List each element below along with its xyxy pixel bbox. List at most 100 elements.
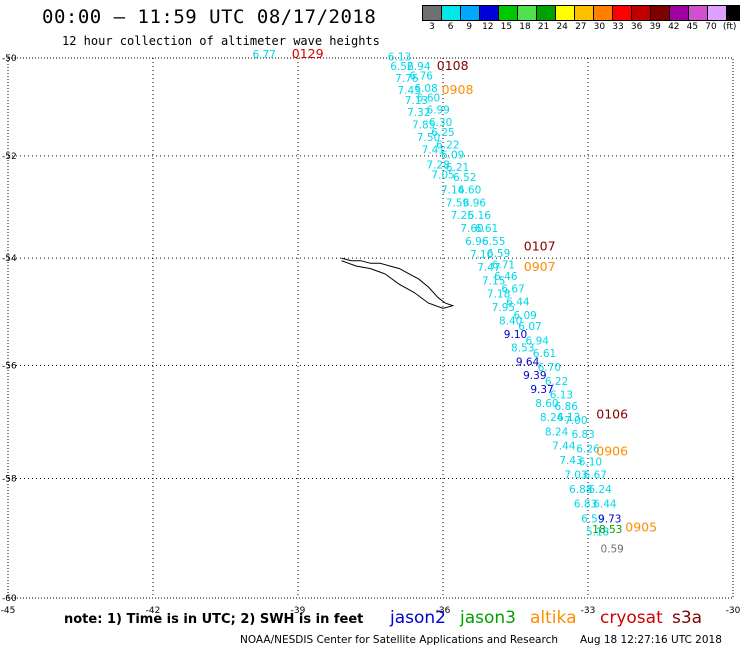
colorbar-swatch	[461, 6, 480, 20]
pass-label: 0905	[625, 519, 657, 534]
colorbar-swatch	[613, 6, 632, 20]
colorbar-swatch	[518, 6, 537, 20]
wave-height-value: 6.77	[252, 49, 275, 61]
lat-lon-grid	[7, 57, 734, 599]
colorbar-label: 6	[447, 22, 454, 32]
colorbar-swatch	[442, 6, 461, 20]
x-tick-label: -36	[436, 606, 451, 616]
colorbar-label: (ft)	[722, 22, 737, 32]
wave-height-value: 6.13	[388, 51, 411, 63]
colorbar-swatch	[670, 6, 689, 20]
wave-height-value: 7.03	[564, 469, 587, 481]
colorbar-swatch	[537, 6, 556, 20]
wave-height-value: 6.94	[526, 336, 550, 348]
wave-height-value: 6.88	[569, 484, 592, 496]
wave-height-value: 5.18	[586, 527, 609, 539]
wave-height-value: 7.50	[417, 132, 440, 144]
wave-height-value: 7.32	[407, 107, 430, 119]
pass-label: 0906	[596, 443, 628, 458]
wave-height-value: 7.44	[552, 441, 576, 453]
wave-height-value: 6.08	[414, 83, 437, 95]
map-frame	[7, 57, 734, 599]
colorbar-swatch	[594, 6, 613, 20]
south-georgia-coastline	[341, 257, 455, 309]
colorbar-label: 18	[519, 22, 531, 32]
colorbar-label: 30	[593, 22, 606, 32]
wave-height-value: 9.37	[530, 384, 553, 396]
wave-height-value: 6.30	[429, 117, 452, 129]
wave-height-value: 6.70	[538, 362, 561, 374]
island-outline	[341, 257, 455, 309]
pass-labels: 0129 0108 0908 0107 0907 0106 0906 0905	[292, 46, 657, 534]
wave-height-value: 6.24	[588, 484, 612, 496]
wave-height-value: 6.09	[441, 149, 464, 161]
colorbar-swatch	[727, 6, 740, 20]
wave-height-value: 6.59	[581, 513, 604, 525]
wave-height-value: 6.44	[593, 499, 617, 511]
colorbar-label: 3	[429, 22, 435, 32]
wave-height-value: 7.10	[470, 249, 493, 261]
wave-height-value: 9.39	[523, 370, 546, 382]
wave-height-value: 6.07	[518, 321, 541, 333]
wave-height-value: 6.99	[426, 105, 449, 117]
wave-height-value: 6.59	[487, 248, 510, 260]
satellite-legend-cryosat: cryosat	[600, 608, 663, 628]
pass-label: 0108	[437, 58, 469, 73]
wave-height-value: 6.55	[482, 236, 505, 248]
map-subtitle: 12 hour collection of altimeter wave hei…	[62, 34, 380, 48]
wave-height-value: 6.94	[407, 61, 431, 73]
wave-height-value: 6.21	[446, 162, 469, 174]
colorbar-swatch	[632, 6, 651, 20]
wave-height-colorbar	[422, 5, 740, 21]
wave-height-value: 8.60	[535, 398, 558, 410]
y-tick-label: -52	[2, 152, 17, 162]
wave-height-value: 7.43	[559, 455, 582, 467]
colorbar-label: 21	[537, 22, 550, 32]
wave-height-value: 6.13	[557, 412, 580, 424]
colorbar-swatch	[556, 6, 575, 20]
colorbar-swatch	[689, 6, 708, 20]
wave-height-value: 8.24	[540, 412, 564, 424]
satellite-legend-jason2: jason2	[390, 608, 446, 628]
wave-height-value: 6.96	[465, 236, 489, 248]
wave-height-value: 7.28	[426, 159, 449, 171]
colorbar-label: 42	[668, 22, 680, 32]
y-tick-label: -54	[2, 254, 17, 264]
wave-height-value: 8.40	[499, 316, 522, 328]
wave-height-value: 6.46	[494, 271, 518, 283]
colorbar-label: 12	[482, 22, 494, 32]
wave-height-value: 6.83	[574, 499, 597, 511]
wave-height-value: 7.76	[395, 73, 419, 85]
wave-height-value: 6.67	[584, 469, 607, 481]
x-tick-label: -42	[146, 606, 161, 616]
wave-height-value: 7.14	[441, 185, 465, 197]
pass-label: 0107	[524, 238, 556, 253]
observation-values: 6.77 6.136.526.947.766.767.436.087.136.60…	[252, 49, 623, 555]
colorbar-label: 45	[686, 22, 699, 32]
wave-height-value: 6.83	[571, 429, 594, 441]
wave-height-value: 6.60	[458, 185, 481, 197]
wave-height-value: 6.22	[436, 139, 459, 151]
satellite-legend-altika: altika	[530, 608, 577, 628]
wave-height-value: 6.67	[501, 283, 524, 295]
wave-height-value: 7.13	[405, 95, 428, 107]
colorbar-swatch	[499, 6, 518, 20]
wave-height-value: 6.76	[410, 71, 434, 83]
colorbar-label: 15	[500, 22, 513, 32]
pass-label: 0907	[524, 259, 556, 274]
x-tick-label: -30	[726, 606, 740, 616]
wave-height-value: 7.25	[451, 210, 474, 222]
wave-height-value: 6.09	[513, 310, 536, 322]
wave-height-value: 6.52	[453, 172, 476, 184]
x-tick-label: -33	[581, 606, 596, 616]
wave-height-value: 8.53	[511, 343, 534, 355]
wave-height-value: 7.60	[460, 223, 483, 235]
wave-height-value: 6.61	[533, 348, 556, 360]
wave-height-value: 0.59	[600, 543, 623, 555]
footer-timestamp: Aug 18 12:27:16 UTC 2018	[580, 634, 722, 646]
wave-height-value: 6.52	[390, 61, 413, 73]
wave-height-value: 7.47	[477, 262, 500, 274]
colorbar-label: 33	[612, 22, 624, 32]
wave-height-value: 18.53	[592, 524, 622, 536]
